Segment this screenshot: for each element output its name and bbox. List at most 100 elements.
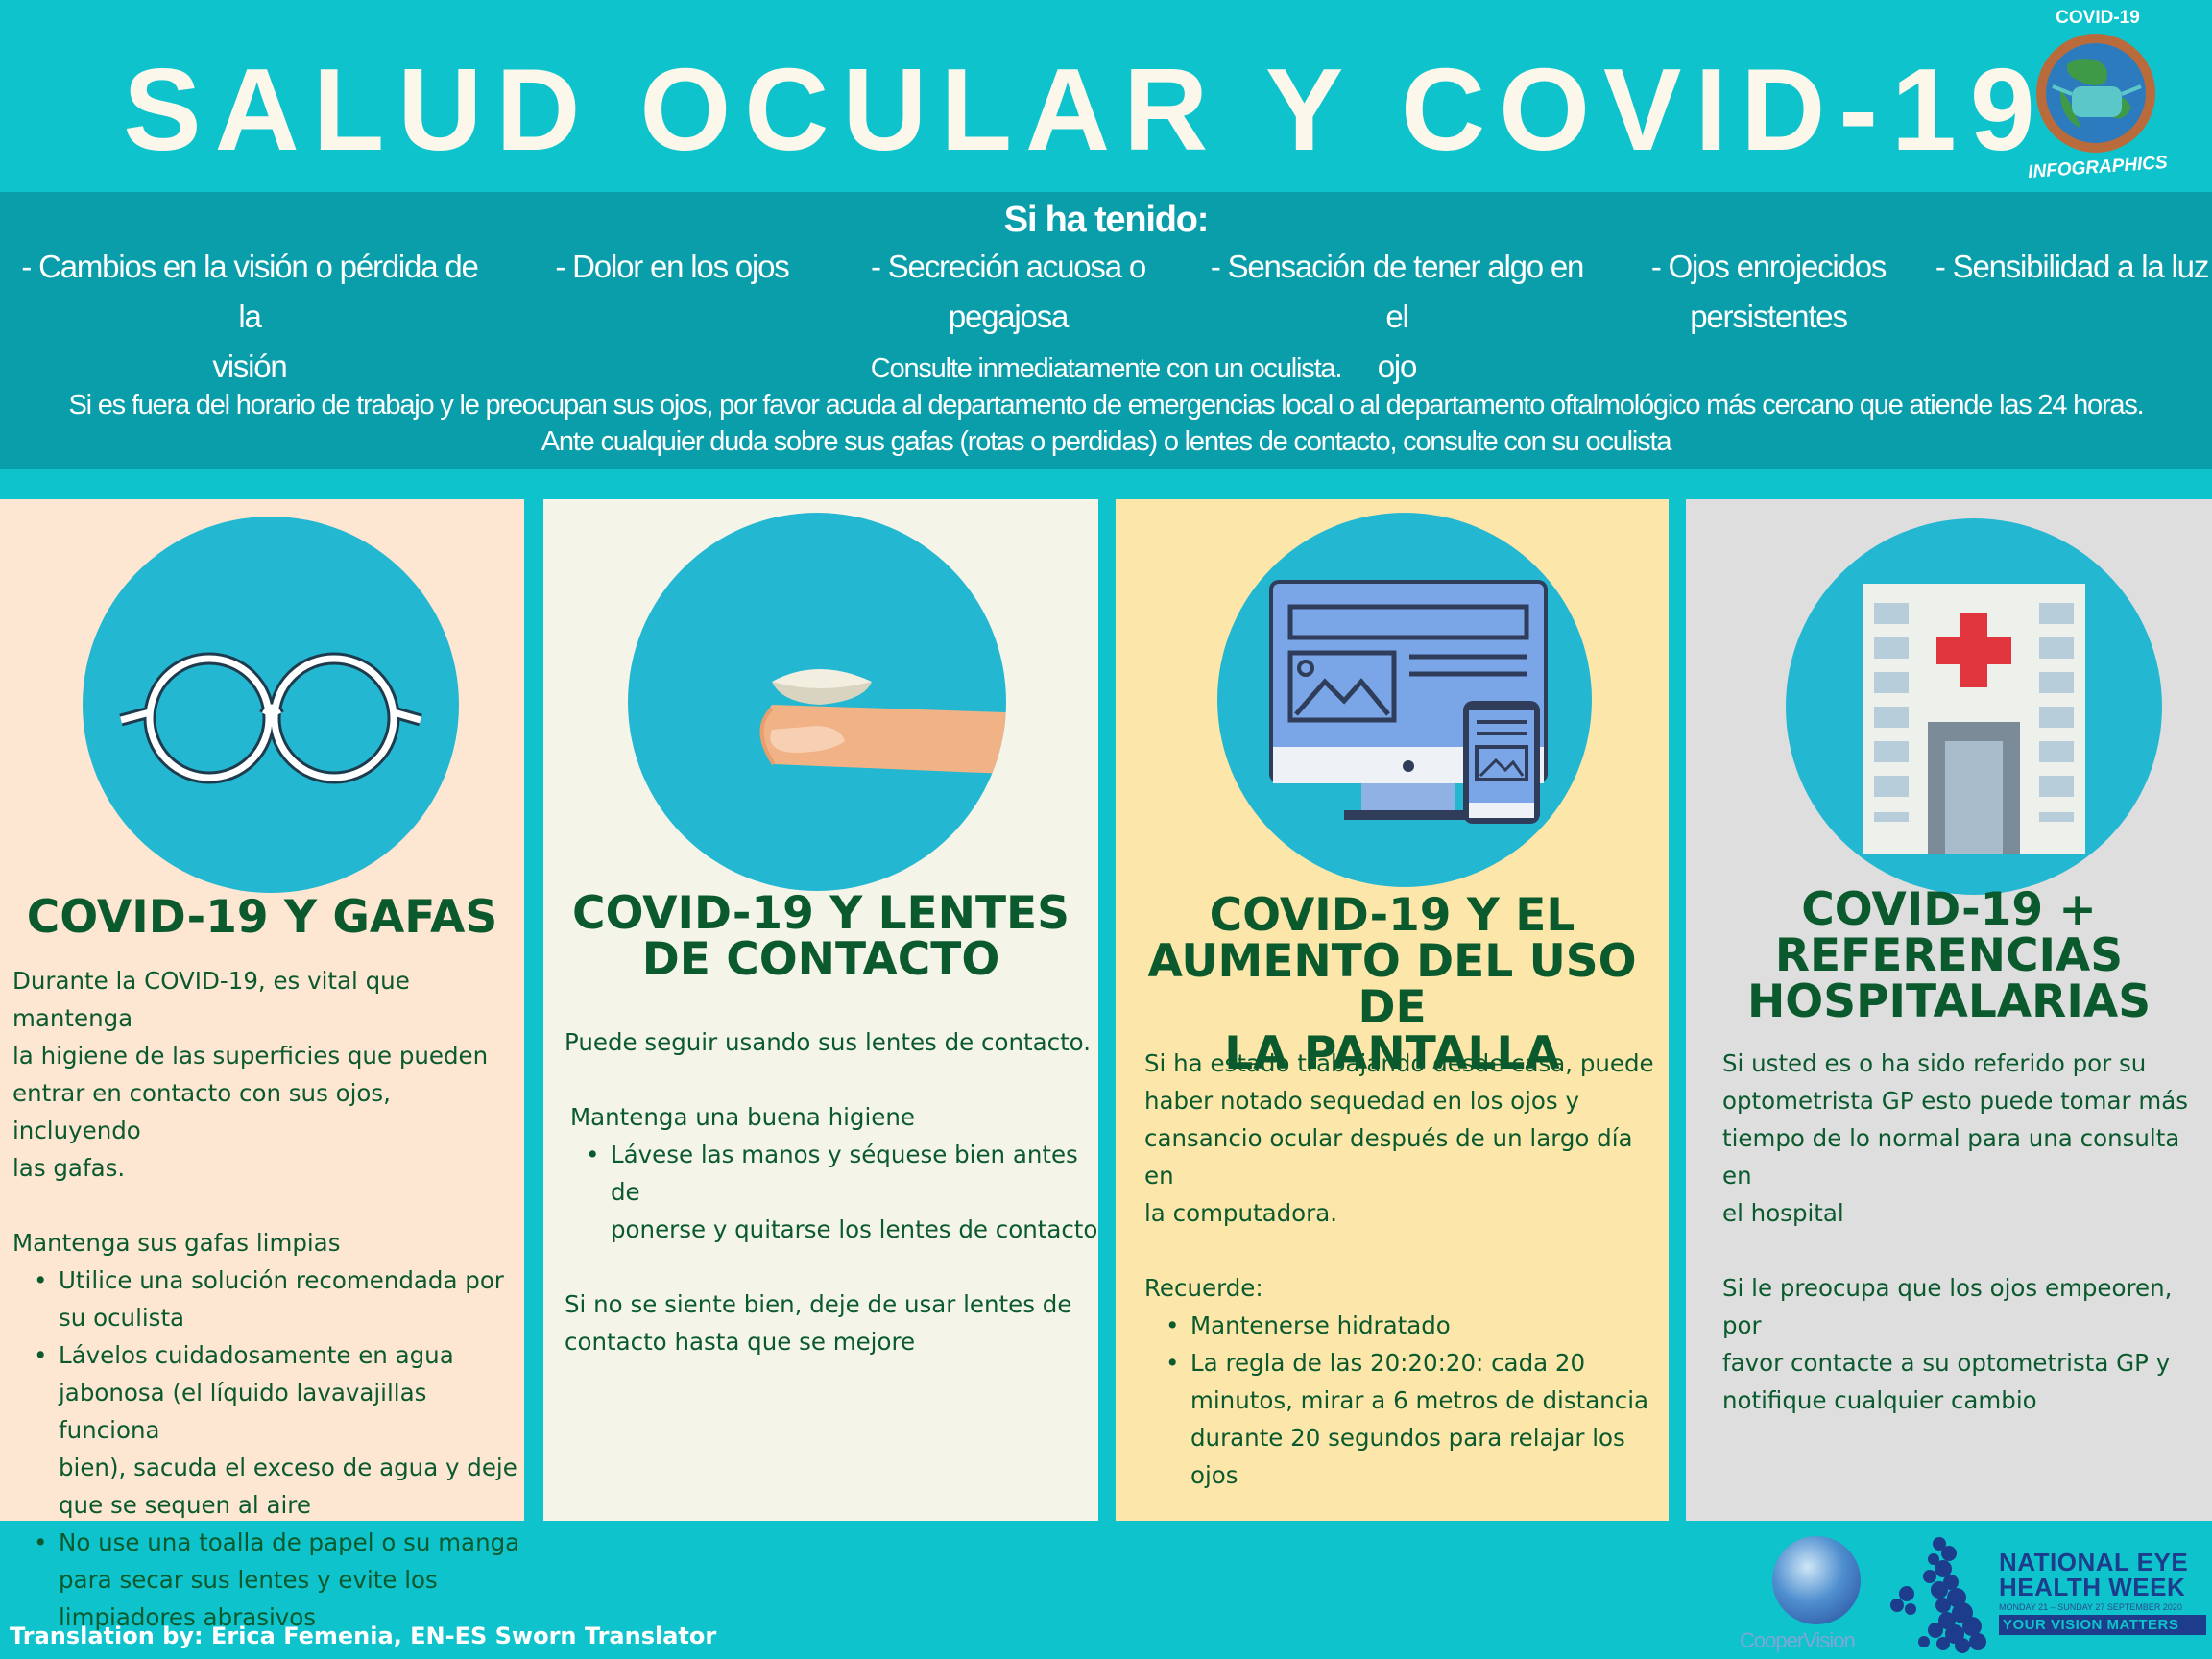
text-line: Lávese las manos y séquese bien antes de bbox=[611, 1141, 1078, 1206]
text-line: las gafas. bbox=[12, 1154, 126, 1182]
coopervision-wordmark: CooperVision bbox=[1740, 1628, 1856, 1652]
symptoms-heading: Si ha tenido: bbox=[1003, 200, 1210, 240]
text-line: notifique cualquier cambio bbox=[1722, 1386, 2037, 1414]
symptom-item: - Secreción acuosa o pegajosa bbox=[856, 242, 1160, 342]
symptoms-band: Si ha tenido: - Cambios en la visión o p… bbox=[0, 192, 2212, 469]
title-line: AUMENTO DEL USO DE bbox=[1147, 935, 1637, 1034]
neh-dates: MONDAY 21 – SUNDAY 27 SEPTEMBER 2020 bbox=[1999, 1602, 2182, 1612]
text-line: Si no se siente bien, deje de usar lente… bbox=[565, 1290, 1072, 1318]
hospital-icon-circle bbox=[1786, 518, 2162, 895]
text-line: bien), sacuda el exceso de agua y deje bbox=[59, 1454, 517, 1481]
text-line: Utilice una solución recomendada por bbox=[59, 1266, 504, 1294]
text-line: el hospital bbox=[1722, 1199, 1844, 1227]
title-line: DE CONTACTO bbox=[641, 933, 1000, 986]
text-line: para secar sus lentes y evite los bbox=[59, 1566, 438, 1594]
contacts-title: COVID-19 Y LENTES DE CONTACTO bbox=[543, 891, 1098, 983]
screens-text: Si ha estado trabajando desde casa, pued… bbox=[1144, 1045, 1669, 1494]
text-line: ojos bbox=[1190, 1461, 1238, 1489]
text-line: Mantenerse hidratado bbox=[1190, 1311, 1451, 1339]
text-line: minutos, mirar a 6 metros de distancia bbox=[1190, 1386, 1649, 1414]
symptom-item: - Sensibilidad a la luz bbox=[1932, 242, 2212, 292]
glasses-panel: COVID-19 Y GAFAS Durante la COVID-19, es… bbox=[0, 499, 524, 1631]
list-item: Lávelos cuidadosamente en agua jabonosa … bbox=[12, 1336, 524, 1524]
text-line: tiempo de lo normal para una consulta en bbox=[1722, 1124, 2180, 1190]
symptom-line: - Sensación de tener algo en el bbox=[1210, 249, 1585, 334]
text-line: Puede seguir usando sus lentes de contac… bbox=[565, 1028, 1092, 1056]
list-item: Utilice una solución recomendada por su … bbox=[12, 1262, 524, 1336]
symptom-item: - Cambios en la visión o pérdida de la v… bbox=[10, 242, 490, 392]
contacts-panel: COVID-19 Y LENTES DE CONTACTO Puede segu… bbox=[543, 499, 1098, 1521]
hospital-title: COVID-19 + REFERENCIAS HOSPITALARIAS bbox=[1686, 887, 2212, 1025]
text-line: Si le preocupa que los ojos empeoren, po… bbox=[1722, 1274, 2173, 1339]
neh-tagline: YOUR VISION MATTERS bbox=[1999, 1615, 2206, 1635]
symptom-line: persistentes bbox=[1690, 299, 1848, 334]
screens-icon-circle bbox=[1217, 513, 1592, 887]
text-line: durante 20 segundos para relajar los bbox=[1190, 1424, 1625, 1452]
text-line: Durante la COVID-19, es vital que manten… bbox=[12, 967, 410, 1032]
text-line: Si ha estado trabajando desde casa, pued… bbox=[1144, 1049, 1654, 1077]
contacts-subhead: Mantenga una buena higiene bbox=[570, 1103, 915, 1131]
symptom-line: - Dolor en los ojos bbox=[555, 249, 789, 284]
text-line: haber notado sequedad en los ojos y bbox=[1144, 1087, 1579, 1115]
badge-top-label: COVID-19 bbox=[2056, 8, 2140, 28]
symptom-item: - Dolor en los ojos bbox=[547, 242, 797, 292]
text-line: La regla de las 20:20:20: cada 20 bbox=[1190, 1349, 1586, 1377]
advice-line: Consulte inmediatamente con un oculista. bbox=[870, 353, 1343, 384]
covid-infographics-badge: COVID-19 INFOGRAPHICS bbox=[2007, 2, 2189, 190]
title-line: REFERENCIAS bbox=[1774, 929, 2124, 982]
title-line: LA PANTALLA bbox=[1224, 1027, 1560, 1080]
screens-bullets: Mantenerse hidratado La regla de las 20:… bbox=[1144, 1307, 1669, 1494]
text-line: entrar en contacto con sus ojos, incluye… bbox=[12, 1079, 391, 1144]
coopervision-sphere-icon bbox=[1772, 1536, 1861, 1624]
neh-title-line: HEALTH WEEK bbox=[1999, 1573, 2186, 1601]
symptom-item: - Ojos enrojecidos persistentes bbox=[1638, 242, 1899, 342]
text-line: ponerse y quitarse los lentes de contact… bbox=[611, 1215, 1098, 1243]
uk-map-dots-icon bbox=[1890, 1537, 1986, 1653]
symptom-line: pegajosa bbox=[948, 299, 1070, 334]
title-line: COVID-19 Y LENTES bbox=[571, 887, 1070, 940]
title-line: COVID-19 + bbox=[1801, 883, 2097, 936]
glasses-bullets: Utilice una solución recomendada por su … bbox=[12, 1262, 524, 1636]
globe-mask-icon bbox=[2036, 34, 2155, 153]
list-item: Lávese las manos y séquese bien antes de… bbox=[565, 1136, 1098, 1248]
text-line: que se sequen al aire bbox=[59, 1491, 311, 1519]
translation-credit: Translation by: Erica Femenia, EN-ES Swo… bbox=[10, 1623, 717, 1649]
symptom-line: - Secreción acuosa o bbox=[870, 249, 1146, 284]
symptom-line: - Sensibilidad a la luz bbox=[1935, 249, 2209, 284]
text-line: Lávelos cuidadosamente en agua bbox=[59, 1341, 454, 1369]
national-eye-health-week-logo: NATIONAL EYE HEALTH WEEK MONDAY 21 – SUN… bbox=[1999, 1550, 2206, 1635]
glasses-title: COVID-19 Y GAFAS bbox=[26, 891, 498, 944]
badge-bottom-label: INFOGRAPHICS bbox=[2027, 152, 2169, 183]
neh-title-line: NATIONAL EYE bbox=[1999, 1548, 2189, 1576]
symptom-line: - Ojos enrojecidos bbox=[1650, 249, 1887, 284]
text-line: Si usted es o ha sido referido por su bbox=[1722, 1049, 2147, 1077]
title-line: HOSPITALARIAS bbox=[1746, 975, 2152, 1028]
list-item: Mantenerse hidratado bbox=[1144, 1307, 1669, 1344]
computer-phone-icon bbox=[1269, 580, 1548, 824]
coopervision-logo: CooperVision bbox=[1740, 1536, 1861, 1657]
glasses-subhead: Mantenga sus gafas limpias bbox=[12, 1229, 341, 1257]
hospital-building-icon bbox=[1863, 584, 2085, 854]
glasses-text: Durante la COVID-19, es vital que manten… bbox=[12, 962, 524, 1636]
contact-lens-icon-circle bbox=[628, 513, 1006, 891]
screens-panel: COVID-19 Y EL AUMENTO DEL USO DE LA PANT… bbox=[1116, 499, 1669, 1521]
screens-title: COVID-19 Y EL AUMENTO DEL USO DE LA PANT… bbox=[1116, 893, 1669, 1077]
hospital-text: Si usted es o ha sido referido por su op… bbox=[1722, 1045, 2212, 1419]
text-line: No use una toalla de papel o su manga bbox=[59, 1528, 520, 1556]
symptom-line: - Cambios en la visión o pérdida de la bbox=[21, 249, 478, 334]
text-line: la higiene de las superficies que pueden bbox=[12, 1042, 489, 1070]
symptom-item: - Sensación de tener algo en el ojo bbox=[1198, 242, 1596, 392]
glasses-icon bbox=[119, 652, 422, 784]
text-line: cansancio ocular después de un largo día… bbox=[1144, 1124, 1633, 1190]
symptom-line: ojo bbox=[1377, 349, 1418, 384]
screens-subhead: Recuerde: bbox=[1144, 1274, 1263, 1302]
text-line: favor contacte a su optometrista GP y bbox=[1722, 1349, 2171, 1377]
contacts-bullets: Lávese las manos y séquese bien antes de… bbox=[565, 1136, 1098, 1248]
text-line: la computadora. bbox=[1144, 1199, 1338, 1227]
page-title: SALUD OCULAR Y COVID-19 bbox=[123, 44, 2049, 175]
text-line: limpiadores abrasivos bbox=[59, 1603, 317, 1631]
text-line: su oculista bbox=[59, 1304, 185, 1332]
list-item: La regla de las 20:20:20: cada 20 minuto… bbox=[1144, 1344, 1669, 1494]
finger-contact-lens-icon bbox=[759, 669, 1006, 774]
advice-line: Ante cualquier duda sobre sus gafas (rot… bbox=[541, 426, 1672, 457]
